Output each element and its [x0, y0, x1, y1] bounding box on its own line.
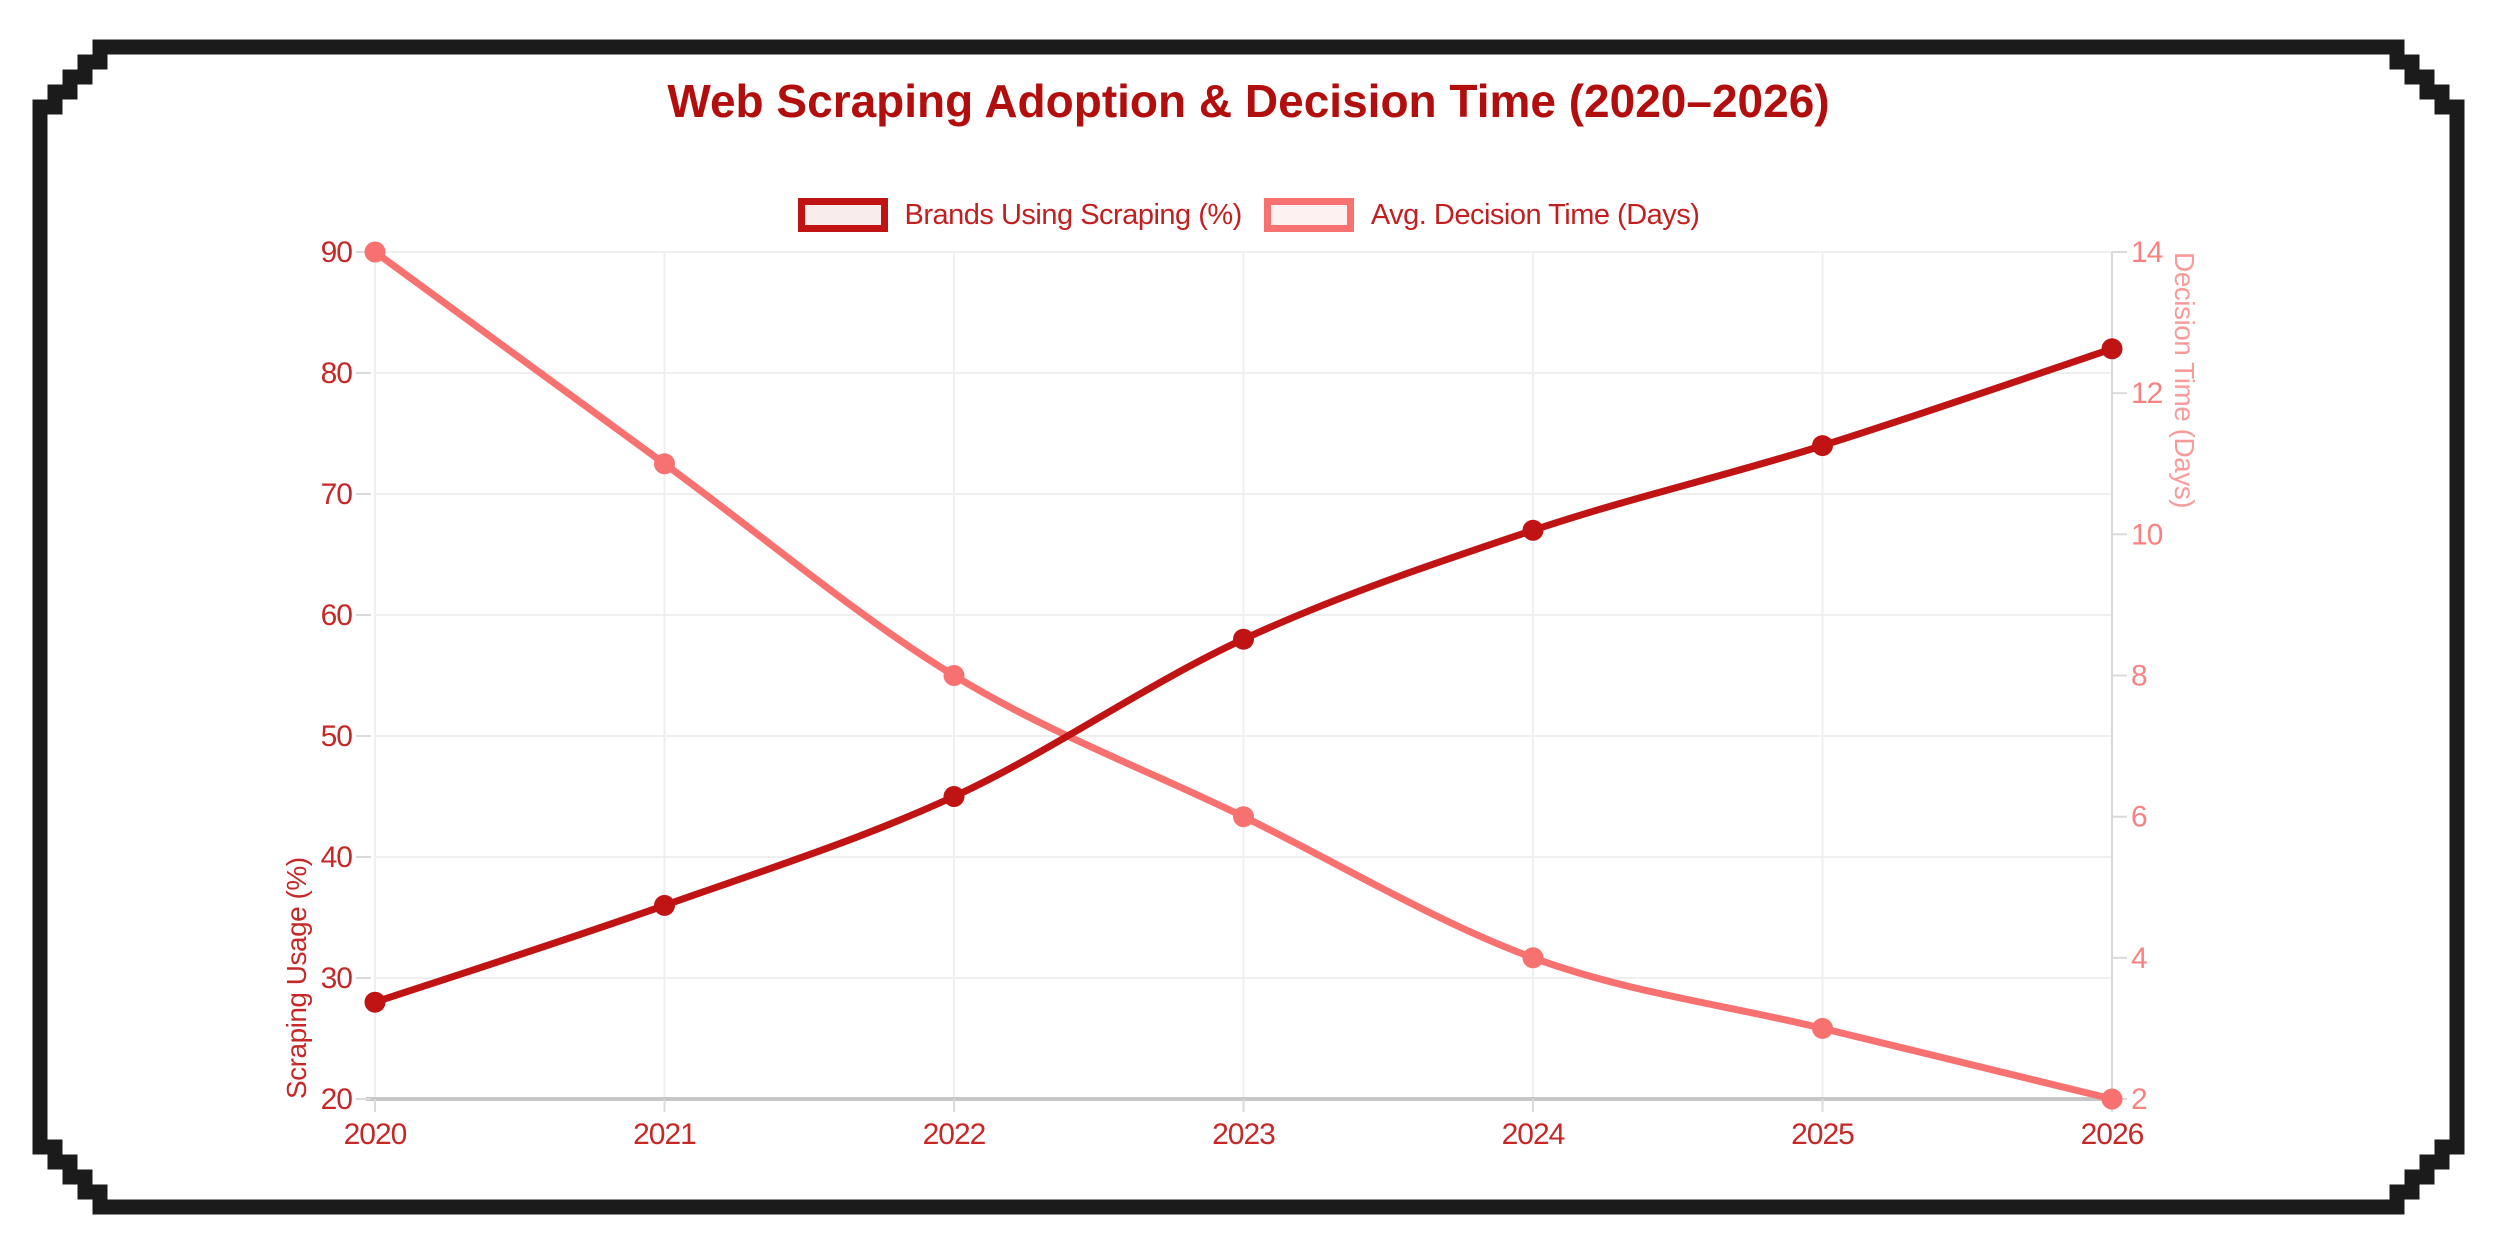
- data-point-decision-2021[interactable]: [654, 453, 675, 475]
- data-point-brands-2026[interactable]: [2101, 338, 2123, 360]
- data-point-decision-2026[interactable]: [2101, 1088, 2123, 1110]
- left-axis-title: Scraping Usage (%): [281, 857, 312, 1099]
- data-point-brands-2020[interactable]: [364, 991, 386, 1013]
- left-axis-tick-label: 70: [321, 478, 353, 511]
- x-axis-tick-label: 2020: [344, 1118, 407, 1151]
- left-axis-tick-label: 30: [321, 962, 353, 995]
- right-axis-title: Decision Time (Days): [2169, 252, 2200, 509]
- chart-title: Web Scraping Adoption & Decision Time (2…: [667, 75, 1830, 127]
- x-axis-tick-label: 2023: [1212, 1118, 1275, 1151]
- left-axis-tick-label: 40: [321, 841, 353, 874]
- frame-border-path: [32, 39, 2465, 1215]
- legend-label-brands-using-scraping[interactable]: Brands Using Scraping (%): [904, 198, 1243, 231]
- data-point-decision-2020[interactable]: [364, 241, 386, 263]
- right-axis-tick-label: 10: [2131, 518, 2163, 551]
- data-point-decision-2024[interactable]: [1522, 947, 1544, 969]
- right-axis-tick-label: 8: [2131, 660, 2147, 693]
- left-axis-tick-label: 80: [321, 357, 353, 390]
- legend-swatch-brands-using-scraping[interactable]: [797, 198, 888, 232]
- data-point-decision-2023[interactable]: [1233, 806, 1254, 828]
- x-axis-tick-label: 2021: [633, 1118, 696, 1151]
- right-axis-tick-label: 12: [2131, 377, 2163, 410]
- data-point-brands-2024[interactable]: [1522, 519, 1544, 541]
- legend-label-avg-decision-time[interactable]: Avg. Decision Time (Days): [1370, 198, 1700, 231]
- left-axis-tick-label: 60: [321, 599, 353, 632]
- right-axis-tick-label: 4: [2131, 942, 2147, 975]
- legend-swatch-avg-decision-time[interactable]: [1263, 198, 1354, 232]
- data-point-decision-2025[interactable]: [1812, 1017, 1833, 1039]
- x-axis-tick-label: 2024: [1502, 1118, 1565, 1151]
- left-axis-tick-label: 50: [321, 720, 353, 753]
- legend-item-brands-using-scraping[interactable]: Brands Using Scraping (%): [797, 198, 1243, 232]
- data-point-decision-2022[interactable]: [943, 665, 965, 686]
- legend: Brands Using Scraping (%) Avg. Decision …: [0, 198, 2497, 232]
- x-axis-tick-label: 2026: [2081, 1118, 2144, 1151]
- data-point-brands-2023[interactable]: [1233, 628, 1254, 650]
- right-axis-tick-label: 14: [2131, 236, 2163, 269]
- x-axis-tick-label: 2025: [1791, 1118, 1854, 1151]
- left-axis-tick-label: 20: [321, 1083, 353, 1116]
- legend-item-avg-decision-time[interactable]: Avg. Decision Time (Days): [1263, 198, 1700, 232]
- right-axis-tick-label: 6: [2131, 801, 2147, 834]
- data-point-brands-2021[interactable]: [654, 894, 675, 916]
- data-point-brands-2022[interactable]: [943, 786, 965, 807]
- left-axis-tick-label: 90: [321, 236, 353, 269]
- data-point-brands-2025[interactable]: [1812, 435, 1833, 457]
- x-axis-tick-label: 2022: [923, 1118, 986, 1151]
- right-axis-tick-label: 2: [2131, 1083, 2147, 1116]
